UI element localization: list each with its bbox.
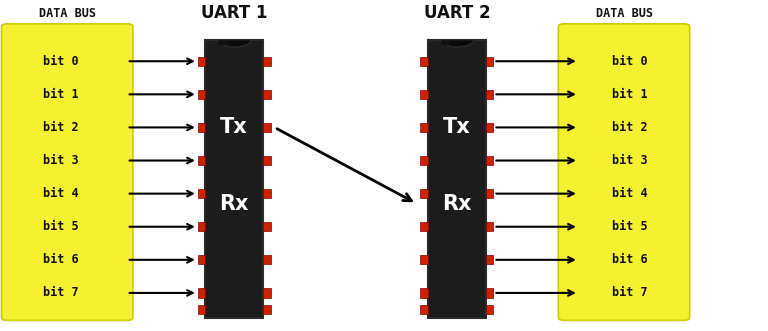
Text: Rx: Rx [442,194,472,213]
Text: Tx: Tx [443,118,471,137]
Text: DATA BUS: DATA BUS [595,7,653,20]
Bar [263,189,271,198]
Bar [485,305,493,314]
Bar [197,90,205,99]
Bar [197,123,205,132]
Bar [485,90,493,99]
Bar [421,305,429,314]
Circle shape [440,41,451,45]
Bar [263,123,271,132]
Text: bit 3: bit 3 [44,154,79,167]
Bar [197,288,205,298]
Bar [263,90,271,99]
Bar [485,57,493,66]
Bar [485,222,493,231]
Text: bit 1: bit 1 [612,88,647,101]
Bar [485,288,493,298]
Bar [197,305,205,314]
Text: bit 5: bit 5 [44,220,79,233]
Bar [421,222,429,231]
Text: Tx: Tx [220,118,248,137]
Bar [421,189,429,198]
Text: UART 2: UART 2 [424,4,490,22]
Bar [197,156,205,165]
Wedge shape [440,40,474,47]
Bar [263,57,271,66]
Text: bit 2: bit 2 [44,121,79,134]
Bar [485,123,493,132]
Bar [263,288,271,298]
Bar [421,288,429,298]
Bar [197,57,205,66]
Bar [197,189,205,198]
Text: bit 6: bit 6 [44,253,79,266]
Text: bit 0: bit 0 [44,55,79,68]
Text: bit 0: bit 0 [612,55,647,68]
Text: DATA BUS: DATA BUS [38,7,96,20]
Bar [263,156,271,165]
Text: bit 4: bit 4 [612,187,647,200]
Bar [197,222,205,231]
Bar [421,57,429,66]
Bar [197,255,205,264]
Bar [421,90,429,99]
Bar [485,255,493,264]
Bar [263,255,271,264]
Text: bit 6: bit 6 [612,253,647,266]
Bar [485,189,493,198]
Bar [428,40,485,318]
Text: bit 7: bit 7 [44,286,79,300]
Bar [263,222,271,231]
Bar [421,255,429,264]
Text: Rx: Rx [220,194,249,213]
Bar [205,40,263,318]
Text: bit 4: bit 4 [44,187,79,200]
Bar [421,123,429,132]
Text: bit 3: bit 3 [612,154,647,167]
FancyBboxPatch shape [558,24,690,320]
Text: UART 1: UART 1 [201,4,267,22]
Bar [263,305,271,314]
FancyBboxPatch shape [2,24,133,320]
Bar [485,156,493,165]
Text: bit 1: bit 1 [44,88,79,101]
Text: bit 7: bit 7 [612,286,647,300]
Bar [421,156,429,165]
Wedge shape [217,40,251,47]
Text: bit 5: bit 5 [612,220,647,233]
Text: bit 2: bit 2 [612,121,647,134]
Circle shape [217,41,228,45]
